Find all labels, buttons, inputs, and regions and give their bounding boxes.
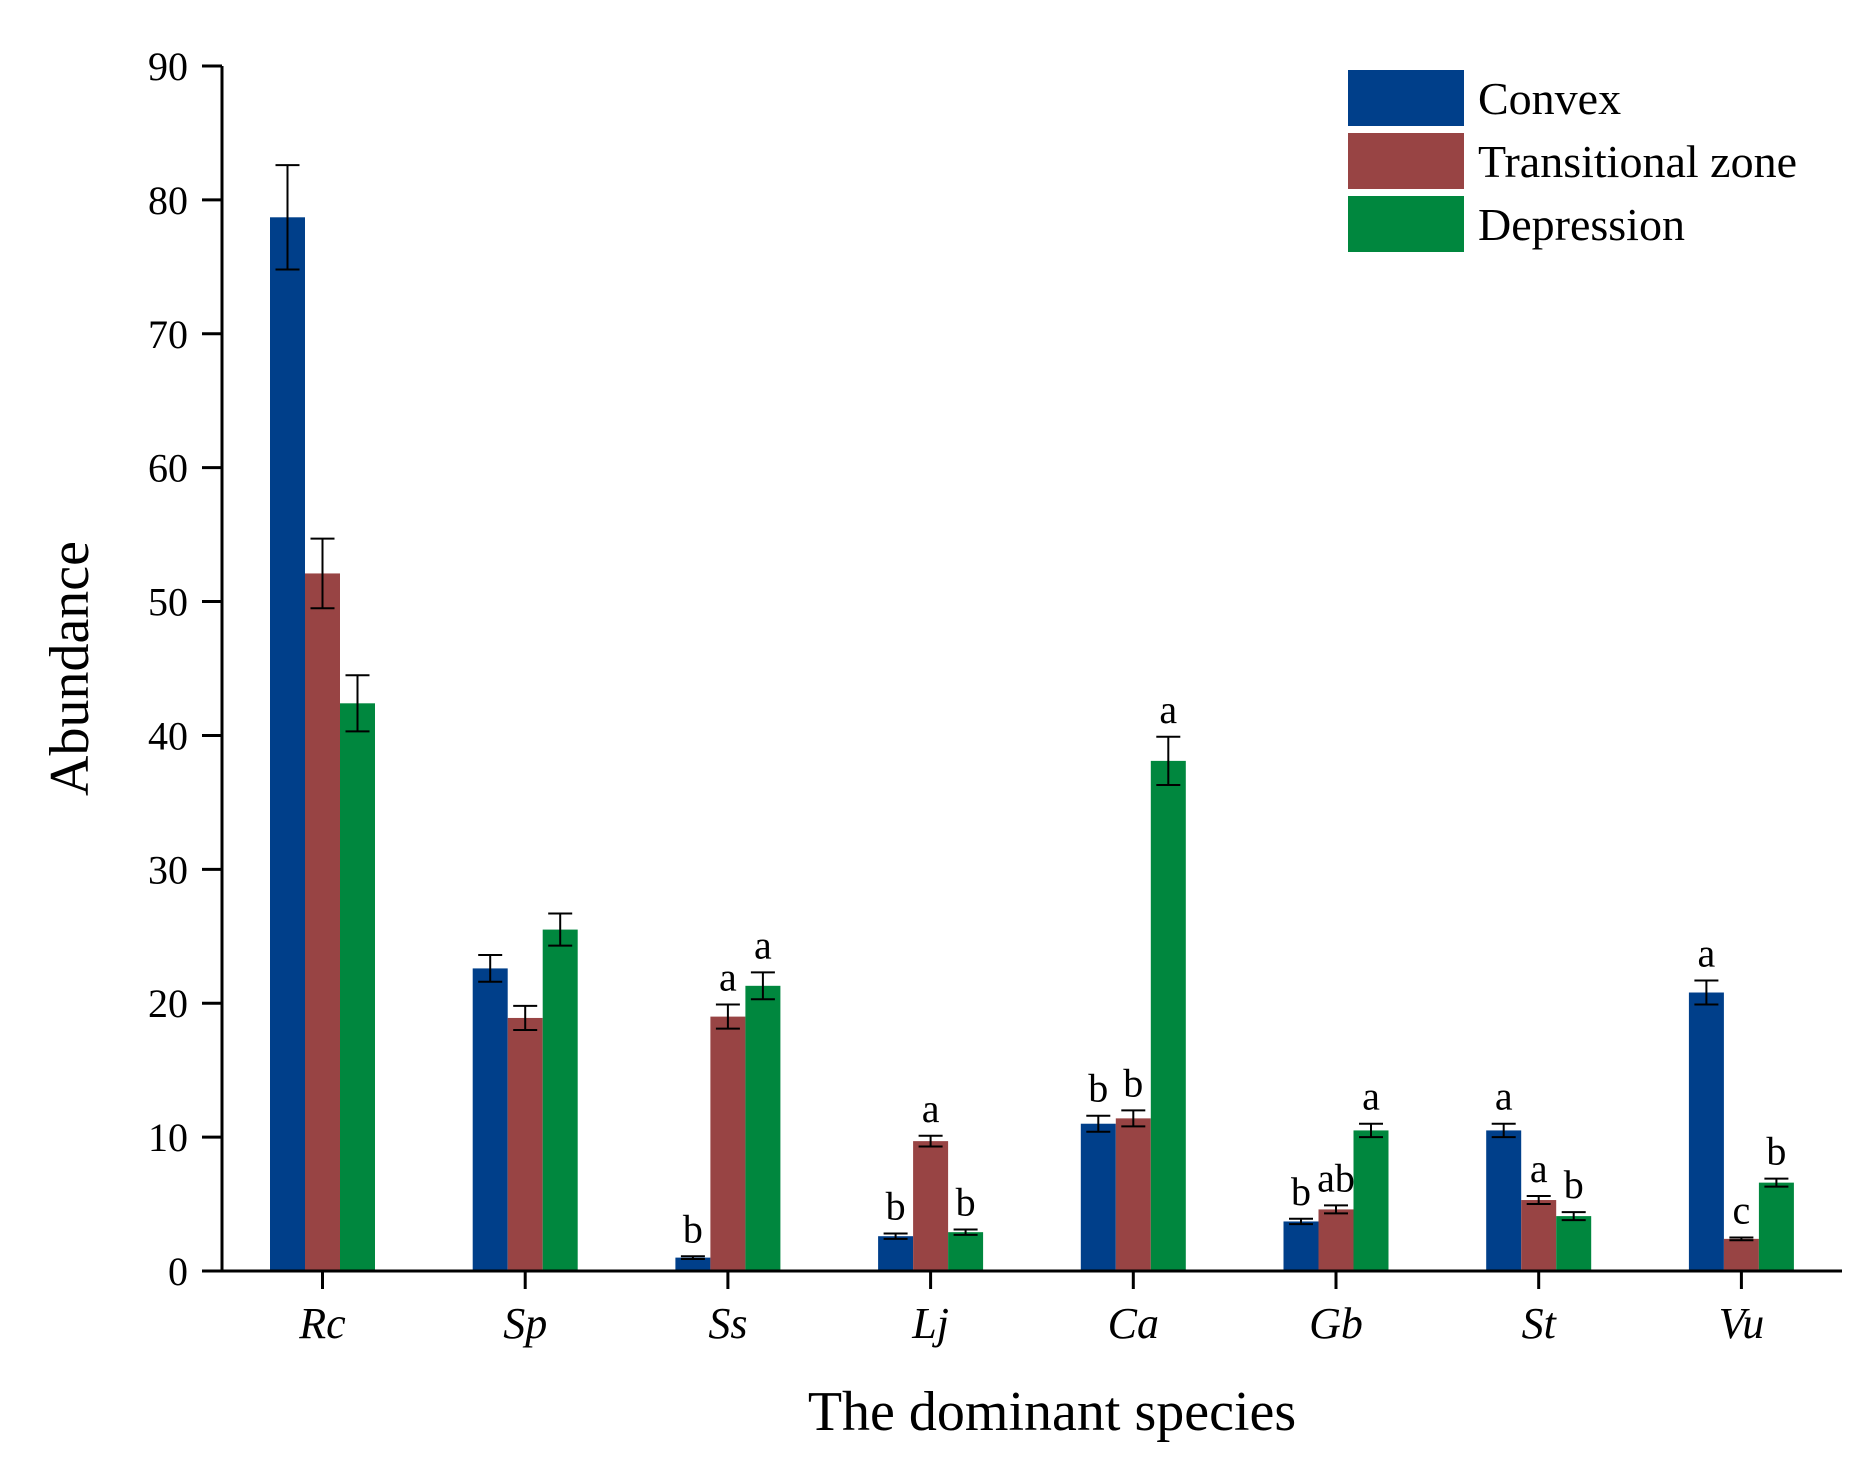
y-tick-label: 10 [148,1115,188,1160]
bar-transitional-zone-lj [913,1141,949,1271]
y-tick-label: 90 [148,44,188,89]
error-bar-convex-gb [1289,1217,1313,1226]
significance-label-convex-st: a [1495,1074,1513,1119]
significance-label-depression-st: b [1564,1162,1584,1207]
y-tick-label: 40 [148,713,188,758]
error-bar-depression-vu [1764,1177,1789,1188]
significance-label-transitional-zone-st: a [1530,1146,1548,1191]
bar-depression-sp [542,929,578,1271]
significance-label-convex-lj: b [886,1184,906,1229]
significance-label-depression-ss: a [754,922,772,967]
legend-label-convex: Convex [1478,73,1621,124]
y-tick-label: 20 [148,981,188,1026]
error-bar-depression-lj [953,1228,978,1236]
bar-convex-ss [675,1257,711,1271]
legend-label-depression: Depression [1478,199,1685,250]
error-bar-convex-ca [1086,1114,1111,1133]
bar-depression-vu [1758,1182,1794,1271]
bar-transitional-zone-rc [305,573,340,1271]
error-bar-transitional-zone-ca [1121,1109,1146,1128]
y-axis-ticks: 0 10 20 30 40 50 60 70 80 90 [148,44,222,1294]
bar-transitional-zone-ss [710,1016,746,1271]
y-axis-title: Abundance [39,541,101,796]
error-bar-transitional-zone-rc [310,537,335,610]
legend-swatch-convex [1348,70,1464,126]
error-bar-convex-sp [478,954,503,983]
significance-label-depression-lj: b [956,1179,976,1224]
y-tick-label: 60 [148,446,188,491]
bar-transitional-zone-gb [1318,1209,1354,1271]
bar-transitional-zone-vu [1723,1238,1759,1271]
error-bar-transitional-zone-st [1526,1195,1551,1206]
significance-label-depression-ca: a [1159,687,1177,732]
bars-layer [270,217,1794,1272]
significance-label-transitional-zone-vu: c [1733,1188,1751,1233]
bar-convex-st [1486,1130,1522,1271]
significance-label-depression-gb: a [1362,1074,1380,1119]
bar-convex-vu [1688,992,1724,1271]
error-bar-depression-ss [750,971,775,1001]
error-bar-convex-rc [275,164,300,271]
error-bar-depression-sp [548,912,573,947]
significance-label-convex-gb: b [1291,1169,1311,1214]
error-bar-depression-ca [1156,735,1181,786]
significance-label-transitional-zone-gb: ab [1317,1155,1355,1200]
error-bars-layer [275,164,1789,1260]
y-tick-label: 80 [148,178,188,223]
x-axis-title: The dominant species [808,1381,1296,1443]
bar-depression-rc [340,703,375,1271]
bar-depression-lj [948,1232,984,1271]
x-tick-label-rc: Rc [298,1299,346,1348]
x-tick-label-st: St [1522,1299,1558,1348]
significance-label-depression-vu: b [1766,1129,1786,1174]
bar-convex-sp [472,968,508,1271]
bar-convex-lj [878,1236,914,1271]
legend-swatch-depression [1348,196,1464,252]
error-bar-transitional-zone-sp [513,1004,538,1031]
error-bar-depression-rc [345,674,370,733]
y-tick-label: 30 [148,847,188,892]
x-tick-label-vu: Vu [1719,1299,1765,1348]
legend-swatch-transitional-zone [1348,133,1464,189]
error-bar-depression-st [1561,1211,1586,1222]
bar-transitional-zone-sp [507,1017,543,1271]
error-bar-transitional-zone-ss [715,1003,740,1030]
bar-convex-ca [1080,1123,1116,1271]
y-tick-label: 70 [148,312,188,357]
x-tick-label-sp: Sp [503,1299,547,1348]
y-tick-label: 50 [148,580,188,625]
bar-depression-gb [1353,1130,1389,1271]
error-bar-transitional-zone-gb [1324,1204,1348,1215]
y-tick-label: 0 [168,1249,188,1294]
bar-convex-gb [1283,1221,1319,1271]
significance-label-transitional-zone-ss: a [719,955,737,1000]
error-bar-convex-vu [1694,979,1719,1006]
error-bar-depression-gb [1359,1122,1383,1139]
legend-label-transitional-zone: Transitional zone [1478,136,1797,187]
x-tick-label-ss: Ss [708,1299,747,1348]
error-bar-convex-st [1491,1122,1516,1139]
bar-convex-rc [270,217,305,1272]
x-axis-ticks: Rc Sp Ss Lj Ca Gb St Vu [298,1271,1764,1348]
error-bar-transitional-zone-lj [918,1134,943,1148]
x-tick-label-lj: Lj [911,1299,949,1348]
significance-label-convex-ss: b [683,1206,703,1251]
error-bar-convex-lj [883,1232,908,1240]
significance-label-convex-ca: b [1088,1066,1108,1111]
bar-transitional-zone-st [1521,1200,1557,1271]
x-tick-label-gb: Gb [1309,1299,1363,1348]
bar-depression-ss [745,985,781,1271]
bar-depression-ca [1150,760,1186,1271]
x-tick-label-ca: Ca [1108,1299,1159,1348]
bar-transitional-zone-ca [1115,1118,1151,1271]
error-bar-transitional-zone-vu [1729,1236,1754,1242]
significance-label-transitional-zone-lj: a [922,1086,940,1131]
legend: Convex Transitional zone Depression [1348,70,1797,252]
error-bar-convex-ss [680,1255,705,1260]
significance-label-convex-vu: a [1698,930,1716,975]
significance-label-transitional-zone-ca: b [1123,1060,1143,1105]
bar-depression-st [1556,1216,1592,1271]
